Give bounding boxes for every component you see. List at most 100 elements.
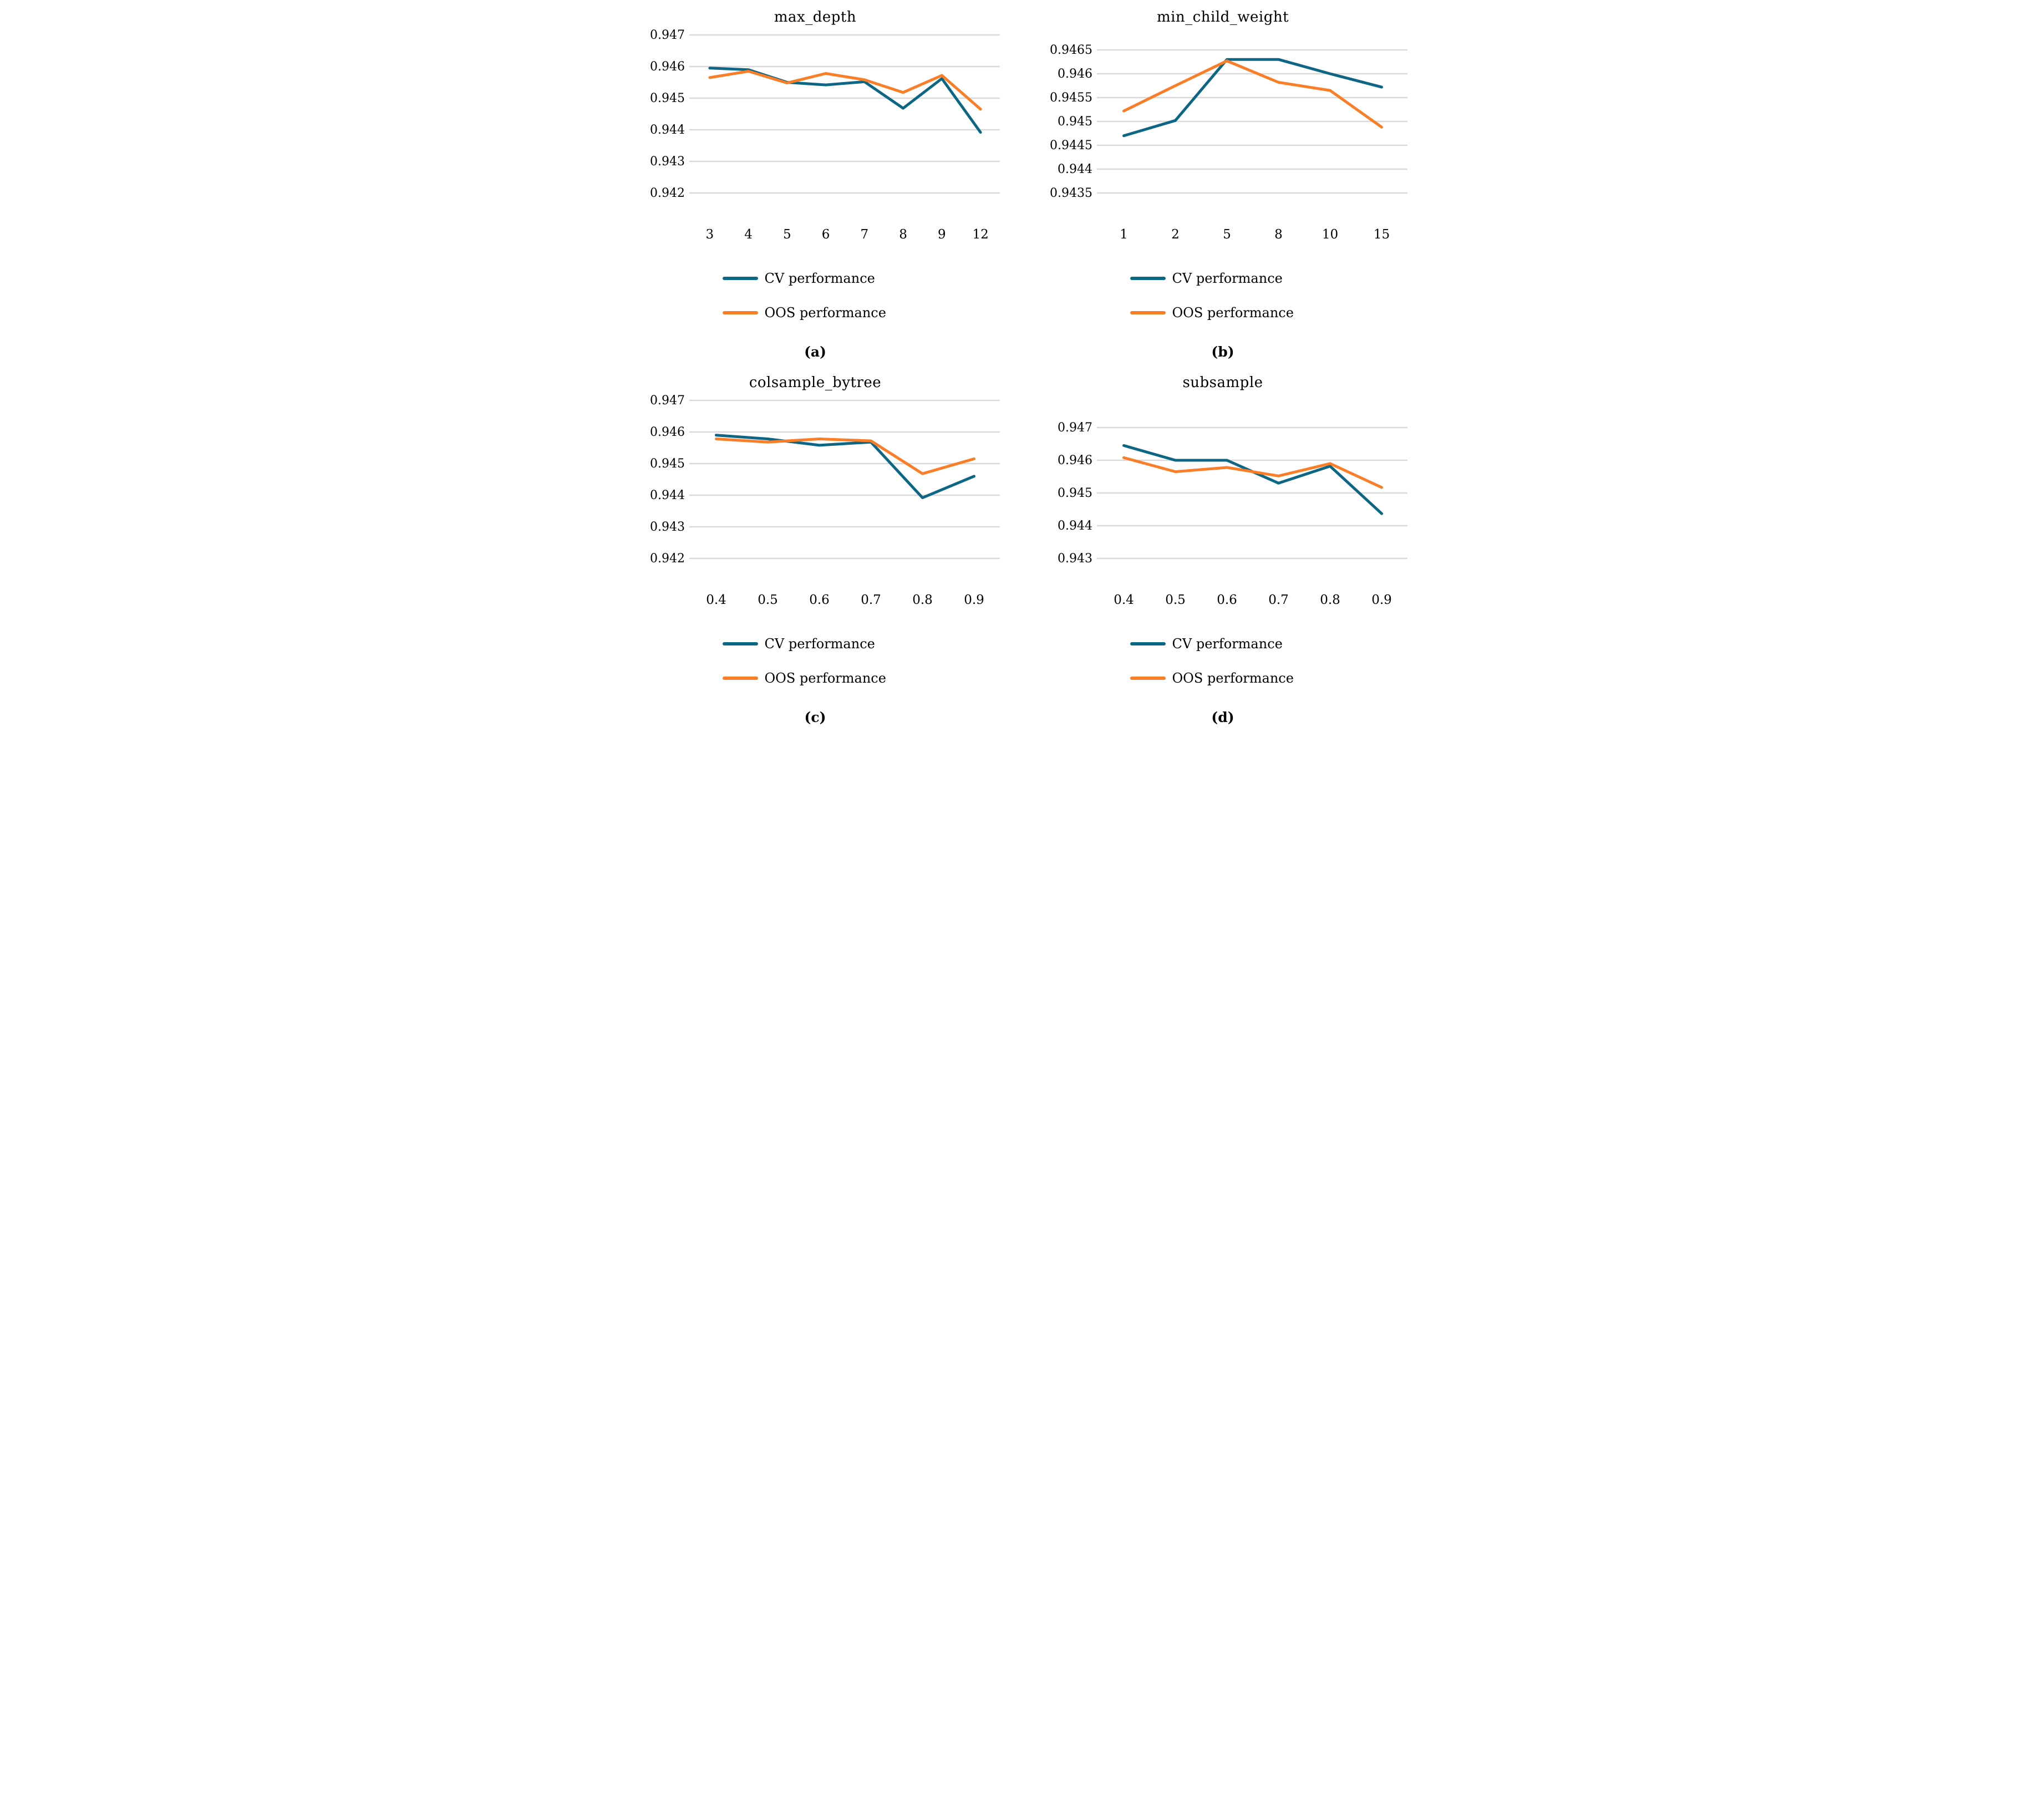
chart-title: max_depth — [774, 9, 857, 26]
line-plot: 0.947 0.946 0.945 0.944 0.943 0.942 3 4 5 6 7 8 9 12 — [650, 28, 1000, 242]
oos-performance-line — [1122, 456, 1383, 489]
x-tick-label: 8 — [899, 227, 907, 242]
legend: CV performance OOS performance — [722, 271, 1019, 321]
legend-item-oos: OOS performance — [1130, 672, 1427, 685]
y-tick-label: 0.946 — [650, 60, 685, 74]
subfigure-label-d: (d) — [1211, 709, 1234, 725]
x-tick-label: 2 — [1171, 227, 1180, 242]
legend-label-cv: CV performance — [764, 271, 875, 286]
legend-label-oos: OOS performance — [1172, 670, 1294, 686]
y-tick-label: 0.944 — [1058, 519, 1092, 533]
x-tick-label: 0.5 — [758, 593, 778, 607]
figure-page: max_depth 0.947 0.946 0.945 0.944 0.943 0.942… — [611, 0, 1427, 736]
legend-label-cv: CV performance — [1172, 271, 1283, 286]
legend: CV performance OOS performance — [1130, 637, 1427, 685]
x-tick-label: 8 — [1274, 227, 1283, 242]
oos-performance-line — [714, 438, 975, 475]
plot-row: 0.947 0.946 0.945 0.944 0.943 0.4 0.5 0.6 0.7 0.8… — [1019, 392, 1427, 618]
x-tick-label: 6 — [821, 227, 830, 242]
y-tick-label: 0.946 — [1058, 454, 1092, 467]
chart-panel-min-child-weight: min_child_weight 0.9465 0.946 0.9455 0.945 0… — [1019, 3, 1427, 363]
legend-item-oos: OOS performance — [1130, 306, 1427, 319]
legend-item-oos: OOS performance — [722, 670, 1019, 686]
chart-panel-max-depth: max_depth 0.947 0.946 0.945 0.944 0.943 0.942… — [612, 3, 1019, 363]
oos-line-swatch — [1130, 311, 1166, 314]
y-tick-label: 0.9435 — [1050, 186, 1092, 200]
legend: CV performance OOS performance — [1130, 272, 1427, 319]
legend-item-cv: CV performance — [722, 636, 1019, 652]
legend-label-oos: OOS performance — [764, 670, 886, 686]
y-tick-label: 0.943 — [650, 155, 685, 169]
oos-line-swatch — [1130, 677, 1166, 680]
legend-label-oos: OOS performance — [764, 305, 886, 321]
x-tick-label: 3 — [705, 227, 714, 242]
line-plot: 0.947 0.946 0.945 0.944 0.943 0.4 0.5 0.6 0.7 0.8… — [1058, 421, 1407, 607]
y-tick-label: 0.947 — [650, 394, 685, 408]
legend-label-cv: CV performance — [764, 636, 875, 652]
legend-item-cv: CV performance — [722, 271, 1019, 286]
legend-label-cv: CV performance — [1172, 636, 1283, 652]
oos-performance-line — [708, 70, 982, 111]
x-tick-label: 7 — [860, 227, 868, 242]
plot-row: 0.947 0.946 0.945 0.944 0.943 0.942 3 4 5 6 7 8 9 12 — [612, 27, 1019, 253]
x-tick-label: 12 — [972, 227, 988, 242]
x-tick-label: 0.5 — [1165, 593, 1186, 607]
x-tick-label: 0.9 — [1371, 593, 1392, 607]
chart-title: colsample_bytree — [749, 374, 882, 391]
x-tick-label: 0.8 — [1320, 593, 1340, 607]
line-plot: 0.9465 0.946 0.9455 0.945 0.9445 0.944 0.9435 1… — [1050, 43, 1407, 242]
cv-line-swatch — [722, 642, 758, 645]
x-tick-label: 5 — [1223, 227, 1231, 242]
subfigure-label-b: (b) — [1211, 344, 1234, 360]
plot-row: 0.9465 0.946 0.9455 0.945 0.9445 0.944 0.9435 1… — [1019, 27, 1427, 253]
y-tick-label: 0.942 — [650, 552, 685, 566]
y-tick-label: 0.943 — [650, 520, 685, 534]
oos-line-swatch — [722, 677, 758, 680]
y-tick-label: 0.946 — [650, 425, 685, 439]
subfigure-label-c: (c) — [804, 709, 826, 725]
x-tick-label: 0.6 — [809, 593, 830, 607]
y-tick-label: 0.947 — [650, 28, 685, 42]
subfigure-label-a: (a) — [804, 344, 826, 360]
x-tick-label: 0.4 — [1114, 593, 1134, 607]
x-tick-label: 9 — [938, 227, 946, 242]
x-tick-label: 5 — [783, 227, 791, 242]
cv-performance-line — [1122, 444, 1383, 515]
y-tick-label: 0.943 — [1058, 552, 1092, 566]
oos-line-swatch — [722, 311, 758, 314]
plot-row: 0.947 0.946 0.945 0.944 0.943 0.942 0.4 0.5 0.6 0… — [612, 392, 1019, 618]
y-tick-label: 0.944 — [650, 489, 685, 502]
y-tick-label: 0.945 — [1058, 115, 1092, 129]
x-tick-label: 0.8 — [912, 593, 933, 607]
chart-grid: max_depth 0.947 0.946 0.945 0.944 0.943 0.942… — [612, 3, 1427, 729]
legend-label-oos: OOS performance — [1172, 305, 1294, 321]
y-tick-label: 0.945 — [650, 91, 685, 105]
oos-performance-line — [1122, 59, 1383, 129]
y-tick-label: 0.944 — [1058, 162, 1092, 176]
x-tick-label: 0.6 — [1217, 593, 1237, 607]
y-tick-label: 0.946 — [1058, 67, 1092, 81]
legend-item-cv: CV performance — [1130, 272, 1427, 285]
x-tick-label: 15 — [1373, 227, 1389, 242]
x-tick-label: 0.9 — [964, 593, 984, 607]
x-tick-label: 1 — [1120, 227, 1128, 242]
y-tick-label: 0.9455 — [1050, 91, 1092, 105]
chart-panel-subsample: subsample 0.947 0.946 0.945 0.944 0.943 0.4 0.… — [1019, 369, 1427, 729]
chart-title: subsample — [1182, 374, 1263, 391]
cv-line-swatch — [1130, 277, 1166, 280]
x-tick-label: 0.4 — [706, 593, 726, 607]
cv-line-swatch — [1130, 642, 1166, 645]
y-tick-label: 0.9445 — [1050, 139, 1092, 152]
y-tick-label: 0.945 — [650, 457, 685, 471]
line-plot: 0.947 0.946 0.945 0.944 0.943 0.942 0.4 0.5 0.6 0… — [650, 394, 1000, 607]
legend-item-cv: CV performance — [1130, 637, 1427, 650]
x-tick-label: 4 — [744, 227, 753, 242]
cv-performance-line — [1122, 58, 1383, 138]
x-tick-label: 0.7 — [1268, 593, 1289, 607]
chart-panel-colsample-bytree: colsample_bytree 0.947 0.946 0.945 0.944 0.9… — [612, 369, 1019, 729]
chart-title: min_child_weight — [1156, 9, 1289, 26]
y-tick-label: 0.947 — [1058, 421, 1092, 435]
cv-performance-line — [714, 434, 975, 500]
y-tick-label: 0.942 — [650, 186, 685, 200]
y-tick-label: 0.9465 — [1050, 43, 1092, 57]
